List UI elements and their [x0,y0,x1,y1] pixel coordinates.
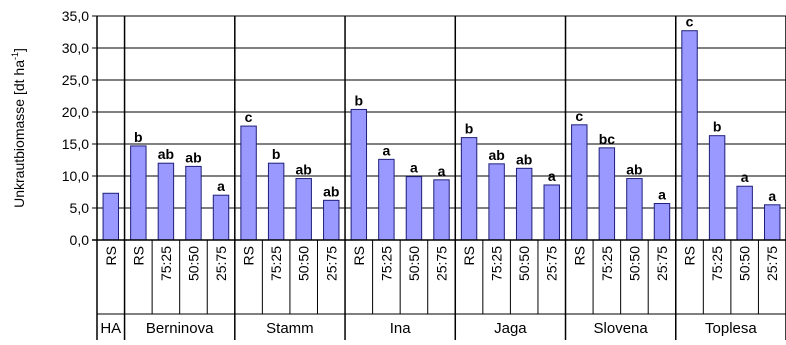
y-tick-label: 15,0 [62,136,89,152]
bars [102,30,781,241]
bar [653,203,671,241]
bar [295,178,312,241]
significance-label: ab [488,147,504,163]
group-label: Ina [390,320,412,337]
y-tick-label: 10,0 [62,168,89,184]
category-label: RS [461,246,477,265]
gridlines [97,15,786,209]
significance-label: b [134,129,143,145]
significance-label: ab [516,151,532,167]
bar [240,125,257,241]
category-label: RS [571,246,587,265]
category-label: 50:50 [626,246,642,281]
category-label: 75:25 [489,246,505,281]
bar [681,30,698,241]
significance-label: b [465,121,474,137]
y-tick-label: 0,0 [70,232,90,248]
category-label: 25:75 [434,246,450,281]
category-label: RS [682,246,698,265]
group-label: Jaga [494,320,527,337]
category-label: 25:75 [654,246,670,281]
bar [102,192,119,241]
significance-label: a [410,160,418,176]
y-tick-label: 20,0 [62,104,89,120]
significance-label: a [438,163,446,179]
significance-label: c [245,109,253,125]
significance-label: bc [599,131,616,147]
category-label: 25:75 [764,246,780,281]
bar [488,163,505,241]
category-label: RS [241,246,257,265]
bar [157,162,175,241]
y-tick-label: 5,0 [70,200,90,216]
significance-label: a [768,188,776,204]
y-tick-label: 30,0 [62,40,89,56]
significance-label: ab [185,149,201,165]
significance-label: ab [158,146,174,162]
group-label: Slovena [594,320,649,337]
category-label: 75:25 [709,246,725,281]
group-label: Stamm [266,320,314,337]
y-axis-title-sup: -1 [10,52,20,60]
y-axis-title: Unkrautbiomasse [dt ha-1] [10,48,27,208]
bar [598,147,616,241]
category-label: 75:25 [378,246,394,281]
category-label: 50:50 [406,246,422,281]
group-label: Berninova [146,320,214,337]
y-tick-label: 35,0 [62,8,89,24]
category-label: RS [351,246,367,265]
category-label: 25:75 [213,246,229,281]
significance-label: a [658,187,666,203]
category-label: 50:50 [296,246,312,281]
bar [736,185,753,241]
significance-label: c [686,14,694,30]
significance-label: a [548,168,556,184]
y-axis-title-end: ] [11,48,27,52]
significance-label: b [272,146,281,162]
category-label: 50:50 [737,246,753,281]
bar [130,145,147,241]
bar [405,176,423,241]
category-label: 75:25 [268,246,284,281]
bar [323,199,340,241]
bar [626,178,643,241]
bar [764,204,781,241]
bar [185,165,202,241]
y-tick-label: 25,0 [62,72,89,88]
bar [515,167,533,241]
significance-label: a [382,142,390,158]
significance-label: b [355,92,364,108]
category-label: 25:75 [544,246,560,281]
category-label: 50:50 [516,246,532,281]
category-label: 75:25 [599,246,615,281]
y-axis-title-main: Unkrautbiomasse [dt ha [11,60,27,208]
labels: 0,05,010,015,020,025,030,035,0RSHAbRSab7… [62,8,780,337]
significance-label: ab [296,162,312,178]
category-label: 25:75 [323,246,339,281]
bar [378,158,395,241]
category-label: RS [103,246,119,265]
bar [708,135,726,241]
axes [92,15,786,340]
group-label: HA [100,320,121,337]
category-label: RS [130,246,146,265]
bar [460,137,478,241]
significance-label: ab [323,183,339,199]
bar [433,179,450,241]
bar [350,108,368,241]
bar [571,124,588,241]
significance-label: a [217,178,225,194]
significance-label: ab [626,162,642,178]
bar [543,184,560,241]
bar [267,162,285,241]
category-label: 75:25 [158,246,174,281]
category-label: 50:50 [185,246,201,281]
significance-label: b [713,119,722,135]
group-label: Toplesa [705,320,757,337]
significance-label: a [741,169,749,185]
bar [212,194,230,241]
significance-label: c [575,108,583,124]
